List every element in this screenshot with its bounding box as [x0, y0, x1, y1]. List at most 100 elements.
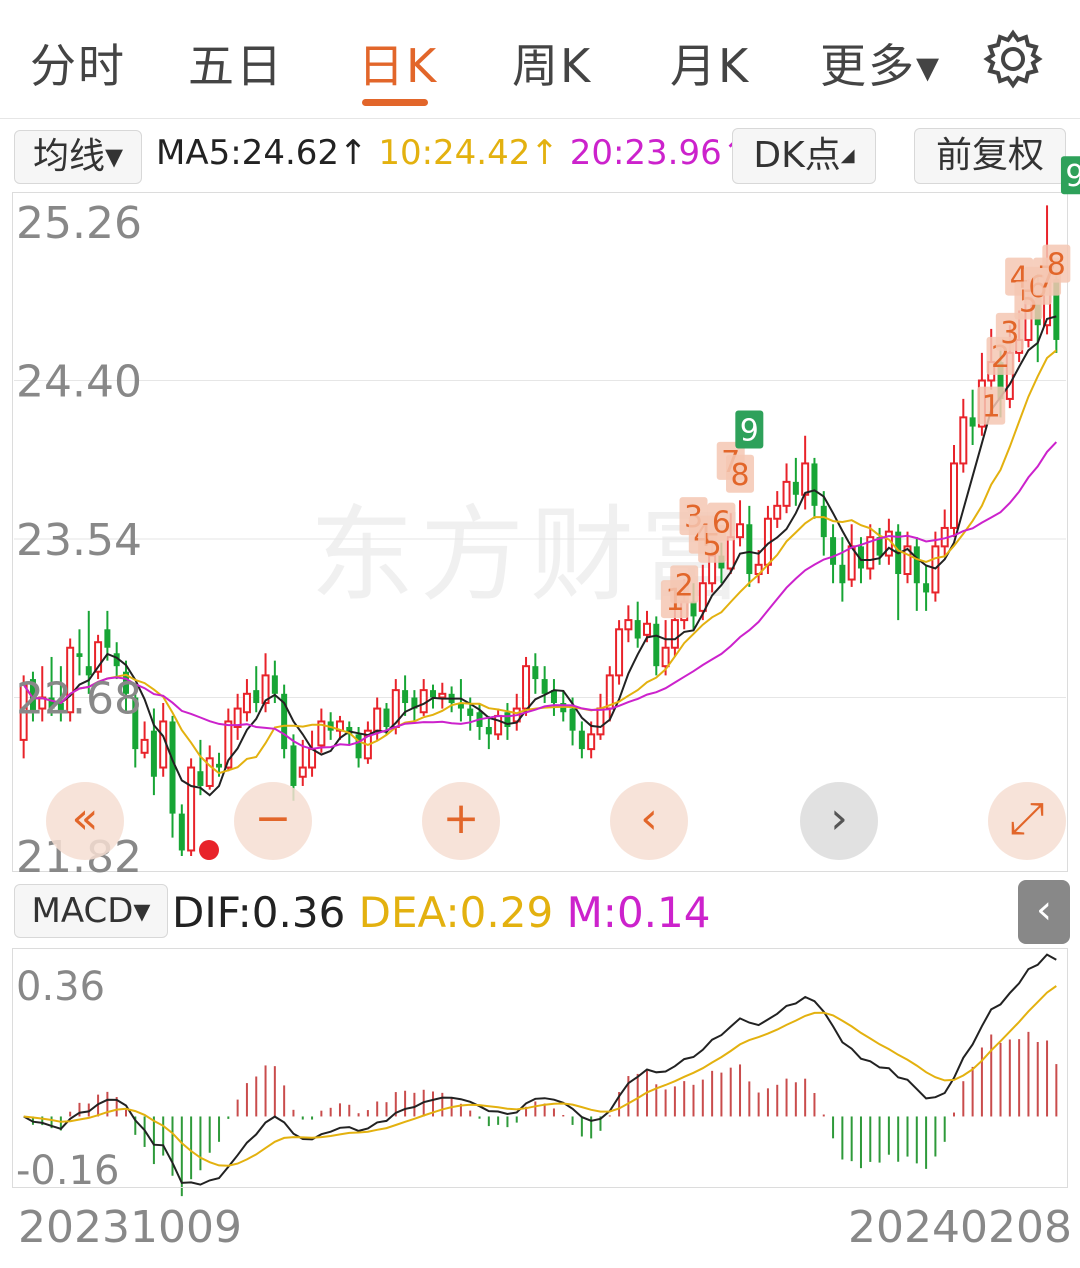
- candle-body: [792, 481, 799, 495]
- candle-body: [438, 692, 447, 699]
- candle-body: [271, 675, 278, 694]
- dk-point-button[interactable]: DK点◢: [732, 128, 876, 184]
- candle-body: [857, 546, 864, 569]
- candle-body: [57, 703, 64, 713]
- candle-body: [205, 757, 214, 787]
- gear-icon[interactable]: [982, 28, 1044, 90]
- dea-value: DEA:0.29: [358, 888, 554, 937]
- candle-body: [997, 362, 1004, 399]
- macd-panel: [12, 948, 1068, 1188]
- candle-body: [736, 523, 745, 539]
- zoom-in-button[interactable]: +: [422, 782, 500, 860]
- candle-body: [950, 462, 959, 529]
- dk-tag-box: [977, 386, 1006, 425]
- dk-tag-box: [726, 454, 755, 493]
- dk-tag-box: [735, 410, 764, 449]
- candle-body: [1053, 279, 1060, 340]
- ma10-line: [22, 349, 1057, 775]
- candle-body: [132, 697, 139, 750]
- zoom-out-button[interactable]: −: [234, 782, 312, 860]
- candle-body: [913, 546, 920, 584]
- candle-body: [430, 690, 437, 698]
- candle-body: [587, 733, 596, 751]
- adjust-button[interactable]: 前复权: [914, 128, 1066, 184]
- candle-body: [541, 679, 548, 694]
- ma-legend: MA5:24.62↑ 10:24.42↑ 20:23.96↑: [156, 133, 750, 173]
- candle-body: [419, 689, 428, 714]
- ma10-value: 10:24.42↑: [378, 133, 559, 173]
- candle-body: [467, 708, 474, 716]
- candle-body: [801, 462, 810, 496]
- dk-tag-box: [707, 502, 736, 541]
- candle-body: [830, 537, 837, 565]
- candle-body: [253, 690, 260, 704]
- tab-intraday[interactable]: 分时: [30, 39, 126, 93]
- macd-tick-label: 0.36: [16, 964, 105, 1010]
- candle-body: [959, 416, 968, 465]
- candle-body: [298, 766, 307, 778]
- tab-five-day[interactable]: 五日: [188, 39, 284, 93]
- candle-body: [661, 646, 670, 668]
- y-tick-label: 22.68: [16, 674, 142, 725]
- candle-body: [411, 697, 418, 709]
- dk-tag-box: [995, 312, 1024, 351]
- candle-body: [746, 524, 753, 575]
- macd-tick-label: -0.16: [16, 1148, 120, 1194]
- candle-body: [94, 641, 103, 673]
- candle-body: [690, 601, 697, 617]
- candle-body: [224, 720, 233, 769]
- candle-body: [578, 730, 585, 750]
- candle-body: [373, 707, 382, 732]
- fullscreen-button[interactable]: ⤢: [988, 782, 1066, 860]
- next-button[interactable]: ›: [800, 782, 878, 860]
- candle-body: [876, 537, 883, 556]
- tab-weekly-k[interactable]: 周K: [512, 39, 593, 93]
- dk-tag-label: 8: [1047, 248, 1066, 283]
- dk-tag-label: 1: [982, 390, 1001, 425]
- candle-body: [773, 504, 782, 520]
- macd-select[interactable]: MACD▾: [14, 884, 168, 938]
- y-tick-label: 24.40: [16, 357, 142, 408]
- ma5-line: [22, 315, 1057, 797]
- candle-body: [104, 629, 111, 648]
- candle-body: [569, 708, 576, 731]
- prev-button[interactable]: ‹: [610, 782, 688, 860]
- dk-point-label: DK点: [753, 135, 841, 176]
- candle-body: [726, 536, 735, 570]
- tab-more[interactable]: 更多▾: [820, 39, 942, 93]
- active-tab-indicator: [362, 99, 428, 106]
- tab-monthly-k[interactable]: 月K: [670, 39, 751, 93]
- candle-body: [317, 720, 326, 747]
- candle-body: [140, 738, 149, 754]
- fast-back-button[interactable]: «: [46, 782, 124, 860]
- candle-body: [122, 671, 129, 694]
- candle-body: [969, 417, 976, 427]
- ma20-value: 20:23.96↑: [569, 133, 751, 173]
- ma5-value: MA5:24.62↑: [156, 133, 368, 173]
- candle-body: [76, 653, 83, 657]
- dk-tag-box: [670, 565, 699, 604]
- collapse-side-button[interactable]: ‹: [1018, 880, 1070, 944]
- candle-body: [624, 619, 633, 631]
- candle-body: [839, 564, 846, 584]
- candle-body: [261, 674, 270, 705]
- corner-arrow-icon: ◢: [840, 145, 855, 166]
- candle-body: [19, 683, 28, 741]
- candle-body: [187, 766, 196, 852]
- candle-body: [494, 714, 503, 736]
- red-dot-marker: [199, 840, 219, 860]
- candle-body: [642, 622, 651, 636]
- candle-body: [113, 653, 120, 667]
- dea-line: [23, 985, 1057, 1167]
- dk-tag-box: [1060, 156, 1080, 195]
- candle-body: [159, 720, 168, 769]
- candle-body: [550, 690, 557, 704]
- tab-daily-k[interactable]: 日K: [358, 39, 439, 93]
- macd-legend: DIF:0.36 DEA:0.29 M:0.14: [172, 888, 710, 937]
- candle-body: [485, 726, 492, 735]
- dif-value: DIF:0.36: [172, 888, 346, 937]
- candle-body: [522, 665, 531, 710]
- indicator-select[interactable]: 均线▾: [14, 130, 142, 184]
- candle-body: [197, 771, 204, 786]
